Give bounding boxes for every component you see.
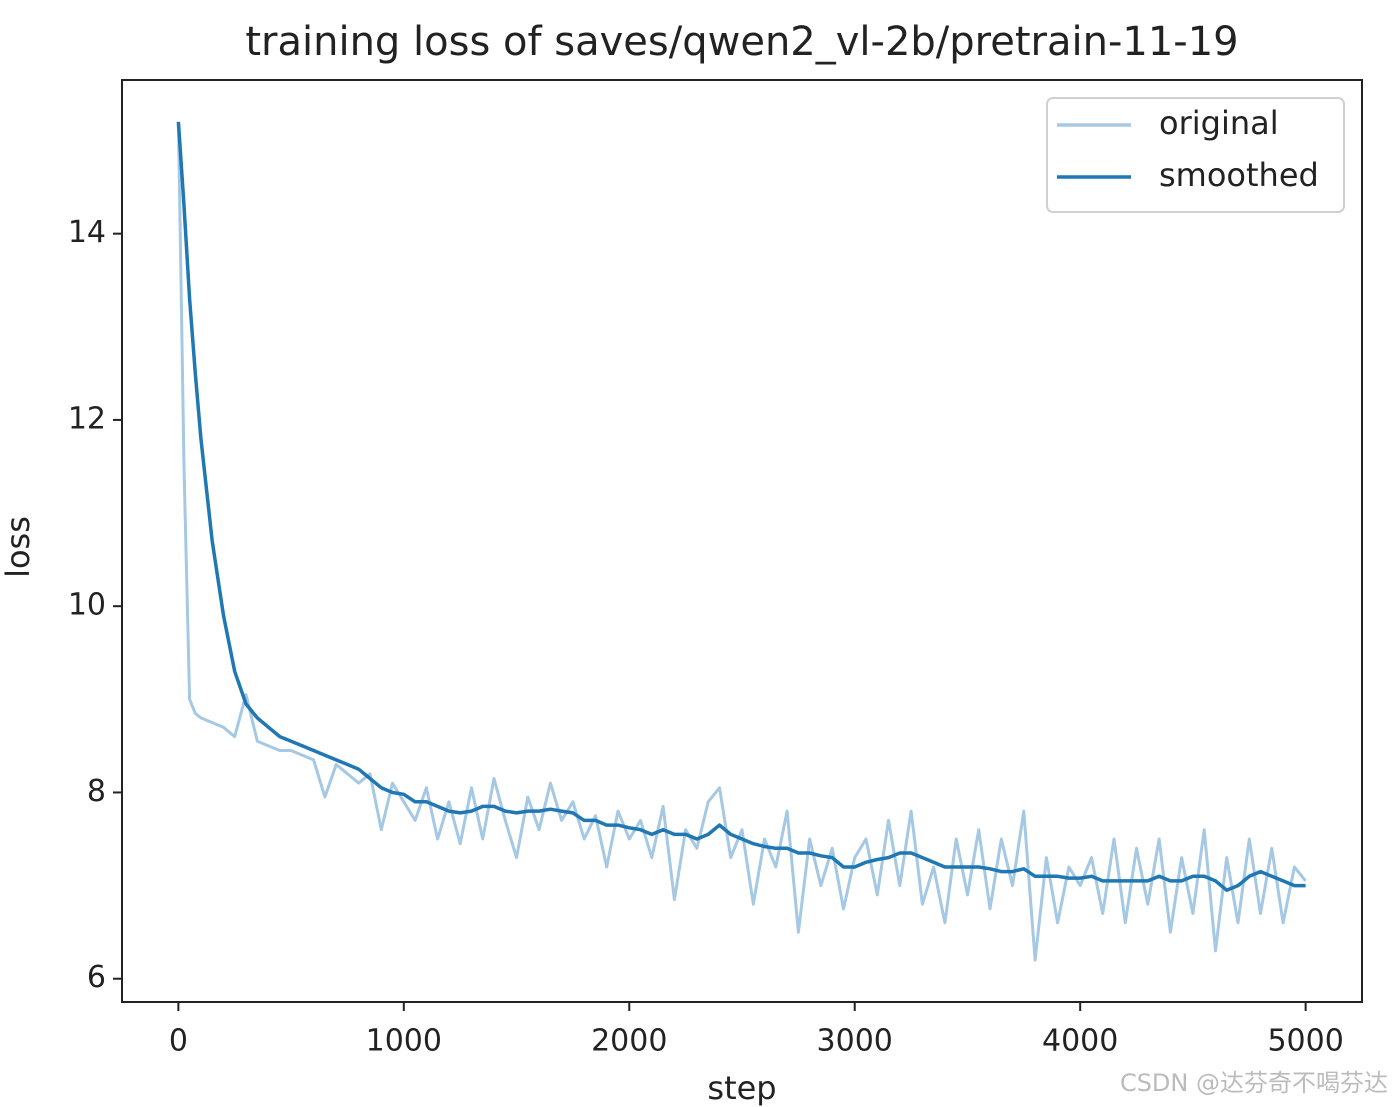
x-tick-label: 0 [169, 1024, 188, 1059]
y-tick-label: 10 [68, 588, 106, 623]
y-axis-label: loss [0, 516, 37, 578]
y-tick-label: 12 [68, 401, 106, 436]
line-0 [176, 121, 1307, 962]
watermark: CSDN @达芬奇不喝芬达 [1120, 1069, 1388, 1097]
x-tick-label: 4000 [1042, 1024, 1118, 1059]
legend-label: smoothed [1159, 156, 1319, 194]
x-tick-label: 2000 [591, 1024, 667, 1059]
x-tick-label: 5000 [1267, 1024, 1343, 1059]
x-tick-label: 1000 [366, 1024, 442, 1059]
y-tick-label: 8 [87, 774, 106, 809]
x-tick-label: 3000 [817, 1024, 893, 1059]
chart-title: training loss of saves/qwen2_vl-2b/pretr… [245, 19, 1238, 65]
line-1 [176, 121, 1306, 892]
y-tick-label: 14 [68, 215, 106, 250]
legend-label: original [1159, 104, 1279, 142]
plot-frame [121, 79, 1363, 1003]
y-tick-label: 6 [87, 960, 106, 995]
x-axis-label: step [707, 1069, 776, 1107]
